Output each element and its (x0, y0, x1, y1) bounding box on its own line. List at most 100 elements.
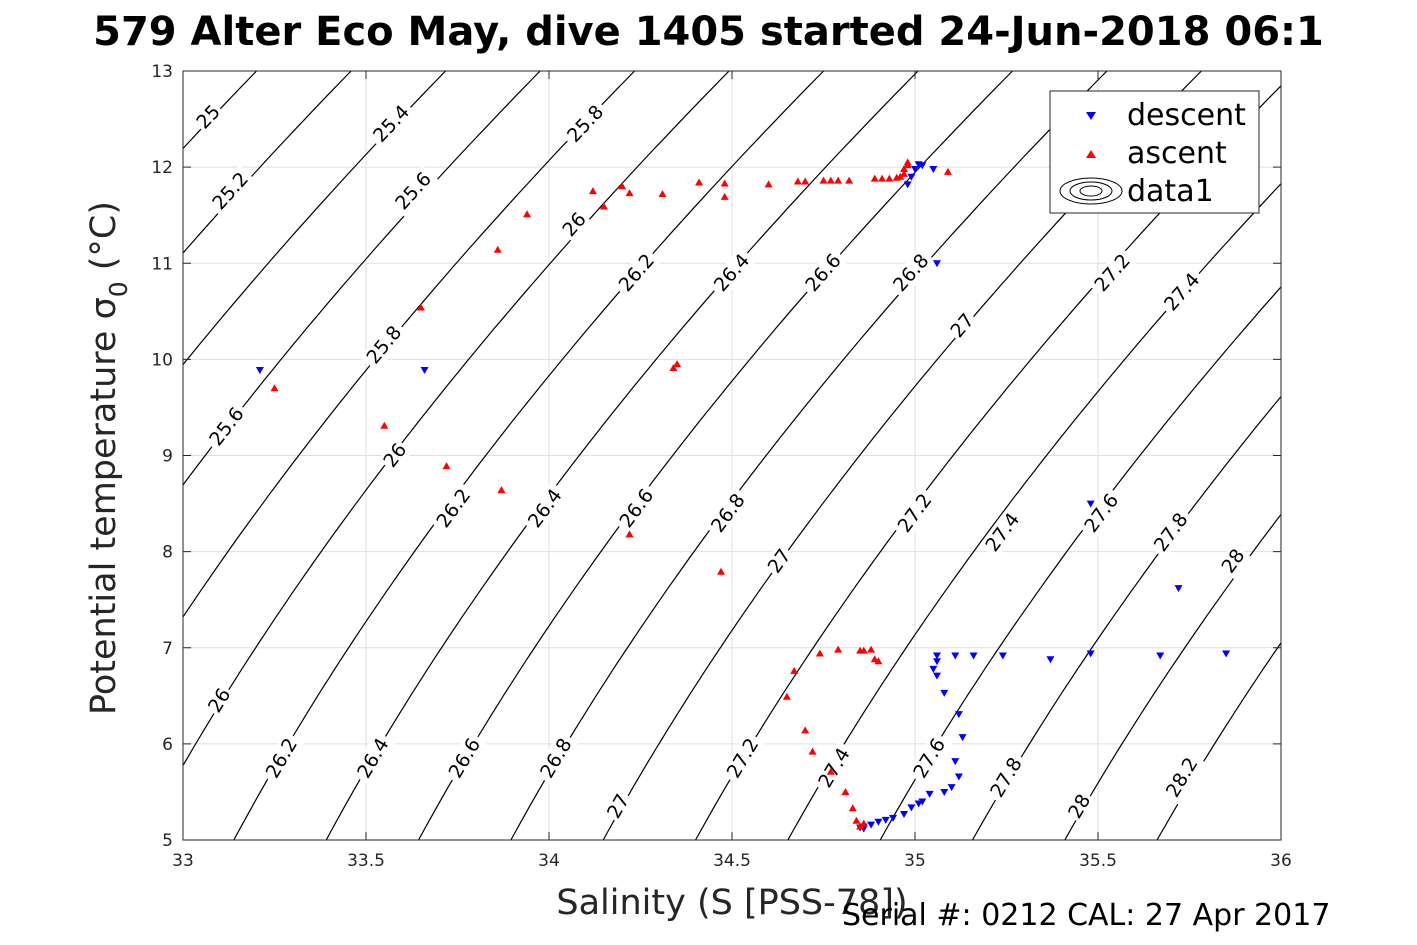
descent-point (969, 652, 978, 660)
ascent-point (900, 169, 909, 177)
contour-label-background (812, 740, 857, 795)
ascent-point (885, 174, 894, 182)
descent-point (907, 173, 916, 181)
contour-label-background (720, 731, 766, 786)
legend: descent ascent data1 (1049, 90, 1260, 214)
ascent-point (416, 303, 425, 311)
descent-point (889, 814, 898, 822)
ascent-point (625, 189, 634, 197)
chart-title: 579 Alter Eco May, dive 1405 started 24-… (93, 9, 1324, 55)
descent-point (951, 758, 960, 766)
ascent-point (896, 172, 905, 180)
ascent-point (943, 167, 952, 175)
contour-line (971, 395, 1281, 840)
descent-point (932, 672, 941, 680)
ascent-point (856, 822, 865, 830)
descent-point (998, 652, 1007, 660)
contour-label-background (521, 481, 570, 536)
descent-point (932, 260, 941, 268)
contour-line (787, 182, 1281, 840)
contour-label-background (1077, 486, 1126, 540)
contour-label-background (907, 731, 953, 786)
legend-ascent-marker (1086, 150, 1096, 158)
descent-point (867, 821, 876, 829)
contour-label-background (388, 165, 439, 218)
contour-label-background (1157, 266, 1207, 319)
contour-label-background (359, 318, 409, 372)
descent-point (1086, 500, 1095, 508)
contour-label-background (430, 481, 478, 536)
ascent-point (497, 486, 506, 494)
ascent-point (673, 360, 682, 368)
ascent-point (801, 177, 810, 185)
y-tick-label: 10 (151, 350, 173, 370)
ascent-point (695, 178, 704, 186)
y-tick-label: 9 (162, 447, 173, 467)
ascent-point (841, 787, 850, 795)
contour-label-background (602, 788, 635, 825)
contour-label-background (190, 99, 227, 135)
ascent-point (801, 726, 810, 734)
descent-point (940, 788, 949, 796)
descent-point (951, 652, 960, 660)
descent-point (918, 162, 927, 170)
x-tick-label: 35.5 (1079, 851, 1117, 871)
legend-descent-label: descent (1127, 98, 1246, 133)
descent-point (1046, 656, 1055, 664)
ascent-point (867, 645, 876, 653)
contour-line (325, 71, 919, 840)
x-axis-label: Salinity (S [PSS-78]) (556, 883, 907, 923)
ascent-point (717, 567, 726, 575)
contour-label-background (259, 731, 304, 786)
descent-point (925, 790, 934, 798)
contour-label-background (707, 246, 757, 299)
data-points (255, 158, 1231, 833)
descent-point (1156, 652, 1165, 660)
ascent-point (826, 176, 835, 184)
ascent-point (874, 657, 883, 665)
ascent-point (442, 462, 451, 470)
descent-point (874, 818, 883, 826)
descent-point (929, 665, 938, 673)
ascent-point (618, 182, 627, 190)
contour-label-background (1063, 788, 1097, 825)
descent-point (881, 816, 890, 824)
y-tick-label: 12 (151, 158, 173, 178)
contour-label-background (762, 543, 797, 579)
ascent-point (900, 165, 909, 173)
y-axis-label-main: Potential temperature σ (84, 297, 124, 715)
legend-contour-icon (1059, 177, 1123, 205)
ascent-point (720, 192, 729, 200)
y-axis-ticks: 5 6 7 8 9 10 11 12 13 (151, 62, 1281, 851)
descent-point (1222, 650, 1231, 658)
contour-line (417, 71, 1013, 840)
legend-ascent-label: ascent (1127, 136, 1227, 171)
ascent-point (834, 176, 843, 184)
contour-label-background (202, 400, 251, 454)
ascent-point (834, 645, 843, 653)
contour-label-background (798, 246, 849, 299)
contour-label-background (704, 486, 753, 540)
contour-line (1156, 641, 1281, 840)
descent-point (420, 366, 429, 374)
x-tick-label: 34 (538, 851, 560, 871)
serial-cal-footer: Serial #: 0212 CAL: 27 Apr 2017 (842, 898, 1331, 933)
descent-point (918, 798, 927, 806)
contour-label-background (1087, 246, 1138, 299)
contour-line (510, 71, 1108, 840)
y-tick-label: 8 (162, 543, 173, 563)
y-tick-label: 13 (151, 62, 173, 82)
y-axis-label-sub: 0 (104, 281, 133, 297)
y-tick-label: 6 (162, 735, 173, 755)
descent-point (947, 784, 956, 792)
legend-data1-label: data1 (1127, 174, 1214, 209)
legend-box (1049, 90, 1260, 214)
ascent-point (588, 187, 597, 195)
contour-label-background (560, 98, 611, 150)
ascent-point (599, 202, 608, 210)
descent-point (954, 711, 963, 719)
ascent-point (826, 767, 835, 775)
descent-point (1086, 650, 1095, 658)
descent-point (932, 652, 941, 660)
